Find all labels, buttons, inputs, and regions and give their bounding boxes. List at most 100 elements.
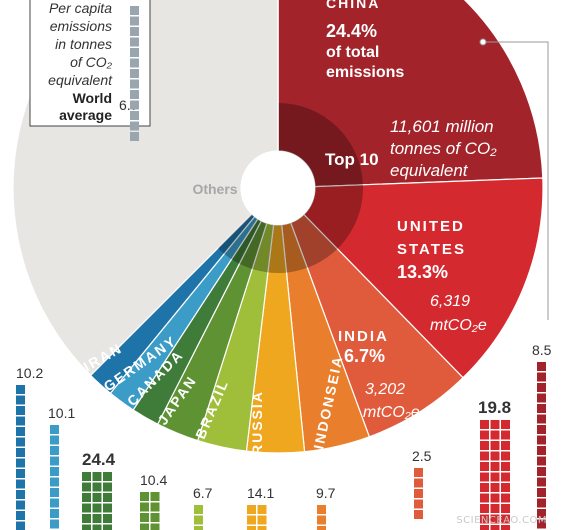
legend-cell — [130, 6, 139, 15]
per-capita-cell-indonseia — [317, 505, 326, 514]
legend-world-label: World — [73, 90, 112, 106]
per-capita-cell-china — [501, 462, 510, 471]
slice-united-states — [302, 177, 544, 379]
slice-total-united-states: mtCO₂e — [430, 317, 487, 334]
inner-rim-united-states — [303, 184, 363, 249]
per-capita-cell-iran — [16, 500, 25, 510]
inner-rim-germany — [224, 216, 258, 260]
per-capita-cell-canada — [103, 524, 112, 530]
legend-world-label: average — [59, 107, 112, 123]
per-capita-cell-united-states — [537, 488, 546, 497]
per-capita-cell-china — [501, 525, 510, 530]
per-capita-cell-china — [480, 462, 489, 471]
per-capita-value-iran: 10.2 — [16, 365, 43, 381]
per-capita-cell-canada — [92, 524, 102, 530]
per-capita-cell-russia — [257, 526, 267, 530]
per-capita-cell-united-states — [537, 414, 546, 424]
inner-rim-iran — [217, 214, 255, 254]
per-capita-value-indonseia: 9.7 — [316, 485, 336, 501]
per-capita-value-india: 2.5 — [412, 448, 432, 464]
per-capita-cell-brazil — [194, 505, 203, 514]
legend-cell — [130, 58, 139, 68]
per-capita-cell-canada — [82, 493, 91, 502]
china-connector — [483, 41, 549, 320]
legend-cell — [130, 37, 139, 47]
slice-name-china: CHINA — [326, 0, 380, 11]
per-capita-cell-united-states — [537, 383, 546, 392]
slice-total-united-states: 6,319 — [430, 293, 470, 310]
inner-rim-canada — [231, 218, 262, 264]
legend-cell — [130, 27, 139, 36]
per-capita-cell-china — [490, 441, 500, 450]
per-capita-cell-canada — [92, 482, 102, 492]
per-capita-cell-japan — [140, 492, 149, 501]
slice-total-china: equivalent — [390, 161, 469, 180]
per-capita-cell-china — [480, 483, 489, 492]
legend-cell — [130, 48, 139, 57]
per-capita-cell-iran — [16, 395, 25, 405]
per-capita-cell-china — [501, 420, 510, 429]
per-capita-cell-united-states — [537, 519, 546, 529]
legend-text: emissions — [50, 18, 112, 34]
inner-rims — [217, 0, 363, 273]
per-capita-cell-canada — [92, 472, 102, 481]
per-capita-cell-china — [490, 493, 500, 503]
per-capita-cell-china — [480, 504, 489, 513]
per-capita-value-brazil: 6.7 — [193, 485, 213, 501]
per-capita-cell-china — [490, 472, 500, 482]
others-label: Others — [192, 181, 237, 197]
per-capita-cell-iran — [16, 479, 25, 489]
per-capita-cell-canada — [103, 514, 112, 523]
slice-name-united-states: STATES — [397, 241, 466, 258]
per-capita-cell-china — [501, 483, 510, 492]
slice-share-united-states: 13.3% — [397, 262, 448, 282]
per-capita-cell-russia — [257, 515, 267, 525]
per-capita-cell-united-states — [537, 456, 546, 466]
per-capita-cell-canada — [103, 472, 112, 481]
slice-name-russia: RUSSIA — [249, 390, 265, 455]
per-capita-cell-china — [480, 441, 489, 450]
per-capita-cell-iran — [16, 490, 25, 499]
slice-share-china: 24.4% — [326, 21, 377, 41]
per-capita-cell-iran — [16, 406, 25, 415]
per-capita-cell-india — [414, 510, 423, 519]
center-hole — [241, 151, 315, 225]
per-capita-cell-china — [501, 504, 510, 513]
per-capita-cell-iran — [16, 416, 25, 426]
legend-text: equivalent — [48, 72, 113, 88]
per-capita-cell-japan — [140, 523, 149, 530]
per-capita-cell-germany — [50, 467, 59, 476]
per-capita-cell-iran — [16, 521, 25, 530]
slice-total-china: tonnes of CO₂ — [390, 139, 497, 158]
per-capita-cell-canada — [103, 493, 112, 502]
inner-rim-japan — [239, 220, 267, 270]
per-capita-cell-japan — [140, 502, 149, 512]
legend-text: of CO₂ — [70, 54, 113, 70]
legend-cell — [130, 16, 139, 26]
inner-rim-india — [290, 214, 338, 268]
slice-total-india: 3,202 — [365, 381, 405, 398]
per-capita-cell-united-states — [537, 362, 546, 371]
per-capita-cell-united-states — [537, 477, 546, 487]
legend-cell — [130, 111, 139, 120]
per-capita-cell-united-states — [537, 393, 546, 403]
per-capita-cell-canada — [82, 482, 91, 492]
legend-text: in tonnes — [55, 36, 112, 52]
per-capita-cell-japan — [150, 492, 160, 501]
per-capita-cell-china — [490, 430, 500, 440]
per-capita-cell-japan — [150, 513, 160, 522]
per-capita-cell-indonseia — [317, 526, 326, 530]
per-capita-value-united-states: 8.5 — [532, 342, 552, 358]
per-capita-cell-russia — [247, 526, 256, 530]
per-capita-cell-united-states — [537, 446, 546, 455]
slice-share-sub-china: emissions — [326, 64, 404, 81]
per-capita-cell-iran — [16, 385, 25, 394]
per-capita-value-canada: 24.4 — [82, 450, 116, 469]
center-label: Top 10 — [325, 150, 379, 169]
per-capita-cell-china — [501, 430, 510, 440]
legend-cell — [130, 121, 139, 131]
per-capita-cell-japan — [150, 502, 160, 512]
per-capita-cell-russia — [257, 505, 267, 514]
per-capita-cell-china — [480, 430, 489, 440]
